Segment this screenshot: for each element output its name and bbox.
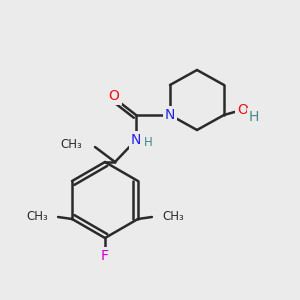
Text: CH₃: CH₃ — [60, 137, 82, 151]
Text: F: F — [101, 249, 109, 263]
Text: CH₃: CH₃ — [162, 211, 184, 224]
Text: CH₃: CH₃ — [26, 211, 48, 224]
Text: N: N — [131, 133, 141, 147]
Text: O: O — [238, 103, 248, 117]
Text: O: O — [109, 89, 119, 103]
Text: H: H — [249, 110, 259, 124]
Text: N: N — [165, 108, 175, 122]
Text: H: H — [144, 136, 152, 148]
